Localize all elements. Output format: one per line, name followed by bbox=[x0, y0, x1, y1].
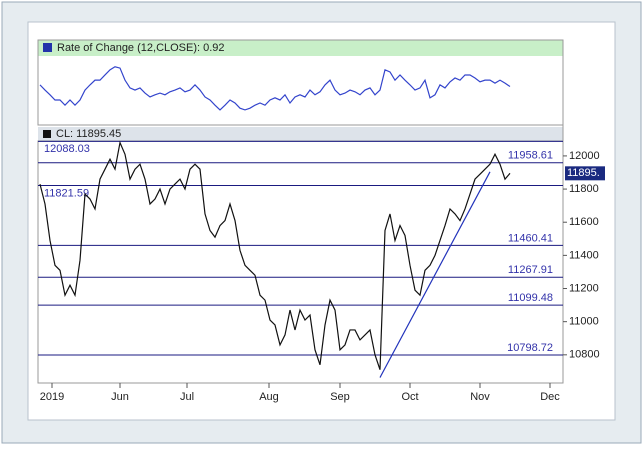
y-tick-label: 11200 bbox=[569, 282, 599, 294]
level-label: 11460.41 bbox=[508, 232, 553, 244]
last-price-label: 11895. bbox=[567, 167, 600, 179]
y-tick-label: 11600 bbox=[569, 216, 599, 228]
trendline bbox=[379, 171, 491, 378]
level-label: 11958.61 bbox=[508, 150, 553, 162]
level-label: 11267.91 bbox=[508, 264, 553, 276]
level-label: 10798.72 bbox=[507, 342, 553, 354]
y-tick-label: 12000 bbox=[569, 150, 600, 162]
roc-header bbox=[38, 40, 563, 56]
price-icon bbox=[43, 130, 51, 138]
price-line bbox=[39, 140, 511, 370]
roc-title: Rate of Change (12,CLOSE): 0.92 bbox=[57, 42, 225, 54]
y-tick-label: 11400 bbox=[569, 249, 599, 261]
price-line bbox=[39, 66, 511, 111]
y-tick-label: 10800 bbox=[569, 349, 600, 361]
x-tick-label: Sep bbox=[330, 391, 350, 403]
y-tick-label: 11800 bbox=[569, 183, 599, 195]
last-price-box bbox=[565, 166, 605, 181]
x-tick-label: 2019 bbox=[40, 391, 64, 403]
x-tick-label: Nov bbox=[470, 391, 490, 403]
price-title: CL: 11895.45 bbox=[56, 128, 121, 140]
chart-area bbox=[27, 21, 616, 421]
level-label: 11821.59 bbox=[44, 187, 89, 199]
roc-icon bbox=[43, 43, 52, 52]
y-tick-label: 11000 bbox=[569, 316, 599, 328]
x-tick-label: Aug bbox=[259, 391, 279, 403]
x-tick-label: Dec bbox=[540, 391, 560, 403]
level-label: 12088.03 bbox=[44, 143, 90, 155]
x-tick-label: Jun bbox=[111, 391, 129, 403]
price-header bbox=[38, 127, 563, 141]
x-tick-label: Oct bbox=[401, 391, 418, 403]
level-label: 11099.48 bbox=[508, 292, 553, 304]
x-tick-label: Jul bbox=[180, 391, 194, 403]
